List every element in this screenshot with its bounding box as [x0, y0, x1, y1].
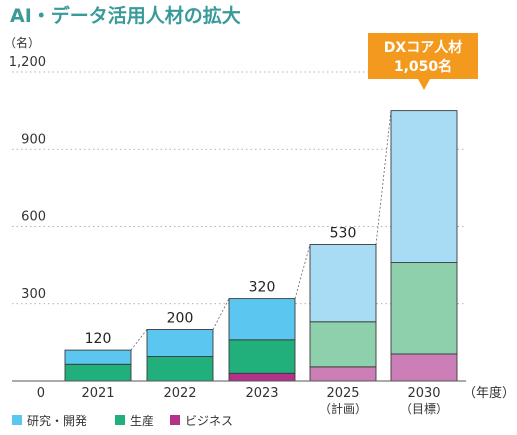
legend-label: ビジネス — [185, 414, 233, 428]
bar-segment — [390, 262, 458, 355]
bar-segment — [390, 110, 458, 264]
connector-line — [130, 329, 148, 351]
total-label: 120 — [85, 331, 112, 347]
y-axis-unit: （名） — [4, 35, 40, 50]
legend-swatch — [170, 415, 180, 425]
legend: 研究・開発 生産 ビジネス — [12, 413, 233, 428]
connector-line — [375, 110, 392, 245]
x-tick-note: （計画） — [319, 401, 367, 416]
bars — [64, 110, 458, 382]
bar-segment — [228, 298, 296, 341]
total-labels: 120 200 320 530 — [85, 226, 357, 348]
x-axis-unit: （年度） — [463, 385, 515, 401]
total-label: 200 — [167, 311, 194, 327]
connector-line — [294, 244, 311, 299]
x-tick-label: 2025 — [326, 386, 359, 401]
total-label: 530 — [330, 226, 357, 242]
y-tick-label: 900 — [21, 132, 46, 147]
legend-label: 生産 — [130, 413, 154, 428]
bar-stack-2023 — [228, 298, 296, 382]
x-tick-label: 2022 — [163, 386, 196, 401]
bar-stack-2022 — [146, 329, 214, 382]
legend-label: 研究・開発 — [27, 413, 87, 428]
bar-segment — [390, 353, 458, 382]
bar-segment — [309, 366, 377, 382]
x-tick-label: 2030 — [407, 386, 440, 401]
callout-line1: DXコア人材 — [384, 39, 462, 56]
y-tick-label: 600 — [21, 210, 46, 225]
y-tick-label: 0 — [37, 386, 45, 401]
callout-box — [368, 33, 478, 90]
bar-segment — [64, 349, 132, 365]
callout-line2: 1,050名 — [394, 58, 452, 75]
bar-segment — [146, 356, 214, 382]
bar-stack-2021 — [64, 349, 132, 382]
bar-segment — [309, 244, 377, 323]
total-label: 320 — [249, 280, 276, 296]
bar-stack-2025 — [309, 244, 377, 382]
callout-dx-core: DXコア人材 1,050名 — [368, 33, 478, 90]
bar-stack-2030 — [390, 110, 458, 382]
x-tick-label: 2021 — [81, 386, 114, 401]
bar-segment — [309, 321, 377, 368]
y-tick-label: 1,200 — [9, 55, 46, 70]
x-tick-note: （目標） — [400, 402, 448, 416]
legend-swatch — [115, 415, 125, 425]
bar-segment — [228, 372, 296, 382]
y-tick-labels: 0 300 600 900 1,200 — [9, 55, 46, 401]
x-tick-label: 2023 — [245, 386, 278, 401]
bar-segment — [228, 339, 296, 374]
x-tick-labels: 2021 2022 2023 2025（計画） 2030（目標） — [81, 386, 448, 416]
connector-line — [212, 298, 230, 330]
y-tick-label: 300 — [21, 287, 46, 302]
chart-title: AI・データ活用人材の拡大 — [10, 4, 241, 27]
bar-segment — [64, 363, 132, 382]
bar-segment — [146, 329, 214, 357]
legend-swatch — [12, 415, 22, 425]
